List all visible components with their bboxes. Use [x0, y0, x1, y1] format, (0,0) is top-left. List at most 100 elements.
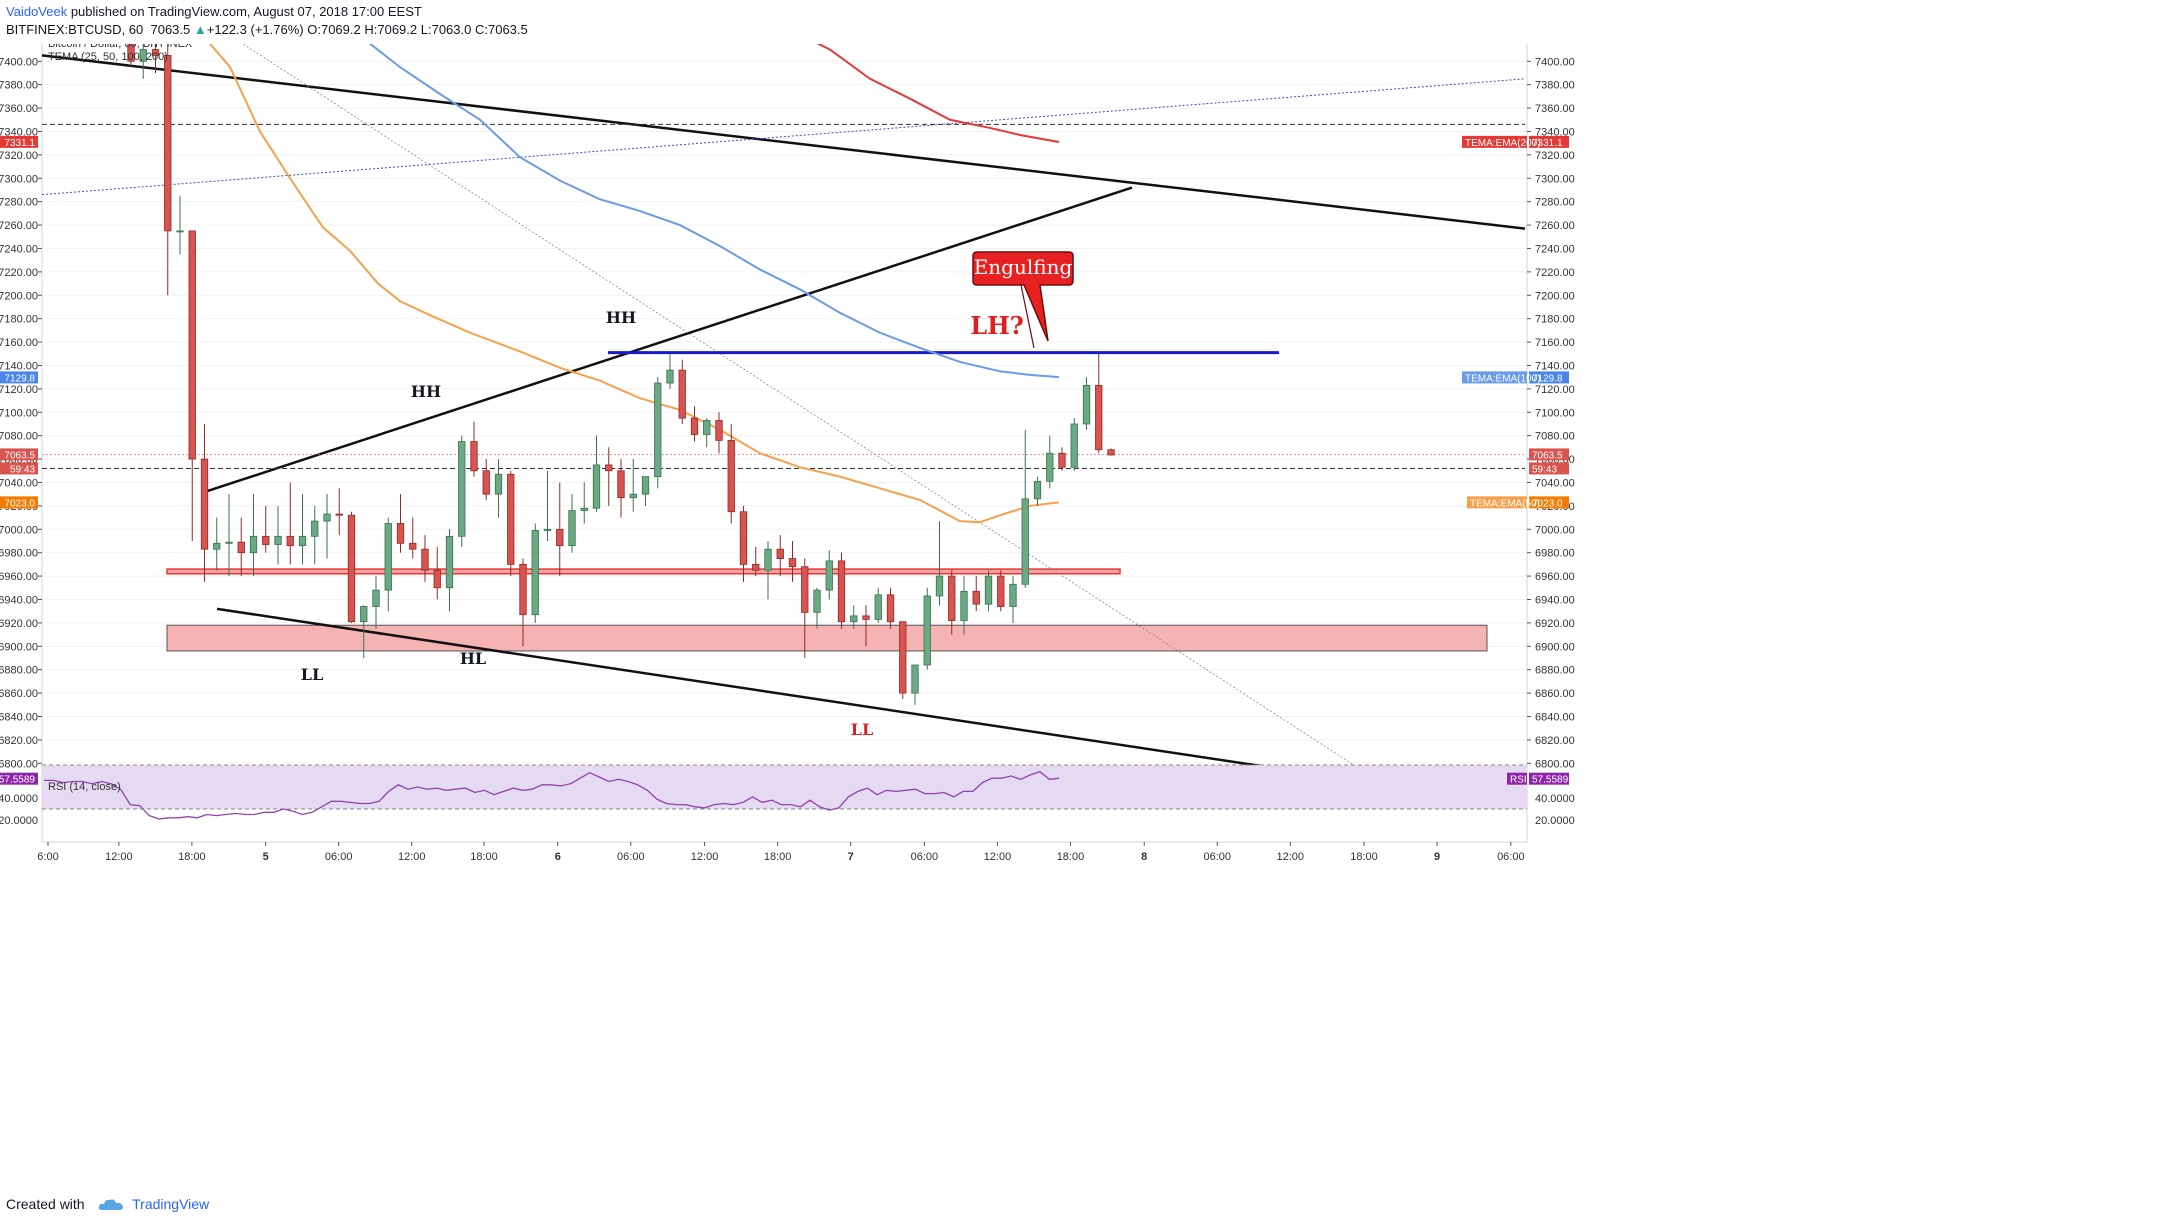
- y-tick-label-right: 7280.00: [1535, 197, 1575, 209]
- price-label-left-bg: [0, 135, 38, 148]
- candle-body: [200, 458, 209, 550]
- y-tick-label-left: 7240.00: [0, 243, 38, 255]
- engulfing-pointer: [1020, 284, 1035, 349]
- y-tick-label-right: 7380.00: [1535, 80, 1575, 92]
- rsi-line: [44, 770, 1060, 820]
- price-label-left: 7063.5: [4, 450, 35, 461]
- dotted-diagonal: [229, 35, 1361, 770]
- candle-body: [176, 230, 184, 233]
- y-tick-label-right: 6800.00: [1535, 758, 1575, 770]
- candle-body: [543, 528, 552, 531]
- candle-body: [935, 575, 944, 597]
- candle-body: [164, 55, 172, 232]
- x-tick-label: 12:00: [691, 851, 719, 863]
- y-tick-label-left: 7260.00: [0, 220, 38, 232]
- candle-body: [1058, 452, 1066, 468]
- author-link[interactable]: VaidoVeek: [6, 4, 68, 19]
- candle-body: [825, 560, 833, 591]
- candle-body: [421, 548, 429, 571]
- candle-body: [629, 493, 637, 499]
- y-tick-label-right: 7100.00: [1535, 407, 1575, 419]
- price-label-left-bg: [0, 496, 38, 509]
- y-tick-label-left: 7340.00: [0, 126, 38, 138]
- y-tick-label-left: 7380.00: [0, 80, 38, 92]
- price-label-left: 7023.0: [4, 498, 35, 509]
- y-tick-label-left: 6940.00: [0, 594, 38, 606]
- candle-body: [1046, 452, 1054, 482]
- candle-body: [801, 566, 809, 613]
- candle-body: [654, 382, 662, 478]
- footer-bar: Created with TradingView: [0, 1188, 2174, 1221]
- candle-body: [335, 513, 343, 516]
- low-value: L:7063.0: [420, 22, 472, 37]
- rsi-tag-bg: [1507, 772, 1527, 785]
- x-tick-label: 06:00: [325, 851, 353, 863]
- candle-body: [409, 542, 417, 550]
- support-zone-narrow: [166, 568, 1121, 575]
- plot-frame: [41, 31, 1528, 776]
- close-value: C:7063.5: [474, 22, 528, 37]
- candle-body: [837, 560, 846, 623]
- candle-body: [641, 476, 650, 495]
- high-value: H:7069.2: [364, 22, 418, 37]
- rsi-value-right-bg: [1529, 772, 1569, 785]
- x-tick-label: 6:00: [37, 851, 58, 863]
- candle-body: [531, 530, 539, 616]
- rsi-tick-label-right: 40.0000: [1535, 793, 1575, 805]
- candle-body: [923, 595, 931, 666]
- x-tick-label: 06:00: [1497, 851, 1525, 863]
- y-tick-label-right: 6980.00: [1535, 548, 1575, 560]
- candle-body: [1082, 384, 1091, 425]
- tema-ema-200-line: [794, 31, 1060, 143]
- tema-ema-50-line: [199, 31, 1060, 524]
- y-tick-label-right: 7240.00: [1535, 243, 1575, 255]
- y-tick-label-left: 7300.00: [0, 173, 38, 185]
- candle-body: [556, 528, 564, 547]
- pattern-label: HH: [411, 382, 441, 401]
- candle-body: [764, 548, 772, 571]
- rsi-legend: RSI (14, close): [48, 781, 121, 793]
- y-tick-label-left: 6800.00: [0, 758, 38, 770]
- price-label-left: 59:43: [10, 464, 35, 475]
- lower-trendline: [216, 607, 1283, 771]
- y-tick-label-right: 7140.00: [1535, 360, 1575, 372]
- tema-ema-100-line: [354, 31, 1060, 379]
- candle-body: [886, 594, 895, 623]
- y-tick-label-left: 7200.00: [0, 290, 38, 302]
- published-text: published on TradingView.com, August 07,…: [70, 4, 422, 19]
- last-price: 7063.5: [150, 22, 191, 37]
- x-tick-label: 8: [1141, 851, 1147, 863]
- y-tick-label-left: 7080.00: [0, 431, 38, 443]
- x-tick-label: 06:00: [1203, 851, 1231, 863]
- rising-wedge-line: [204, 186, 1133, 494]
- candle-body: [347, 514, 356, 623]
- x-tick-label: 6: [555, 851, 561, 863]
- candle-body: [311, 520, 319, 537]
- x-tick-label: 12:00: [398, 851, 426, 863]
- publish-line: VaidoVeek published on TradingView.com, …: [6, 4, 422, 19]
- candle-body: [1070, 423, 1078, 468]
- candle-body: [788, 558, 797, 568]
- pattern-label: LH?: [970, 311, 1024, 340]
- candle-body: [262, 535, 270, 545]
- candle-body: [139, 49, 147, 62]
- candle-body: [850, 615, 858, 623]
- tradingview-link[interactable]: TradingView: [132, 1196, 210, 1212]
- candle-body: [360, 606, 368, 623]
- x-tick-label: 18:00: [1350, 851, 1378, 863]
- x-tick-label: 18:00: [470, 851, 498, 863]
- y-tick-label-left: 7140.00: [0, 360, 38, 372]
- y-tick-label-left: 7320.00: [0, 150, 38, 162]
- candle-body: [703, 420, 711, 435]
- candle-body: [580, 507, 588, 511]
- candle-body: [151, 49, 160, 56]
- engulfing-callout: [972, 251, 1074, 342]
- candle-body: [899, 621, 907, 694]
- candle-body: [396, 523, 405, 544]
- y-tick-label-right: 6820.00: [1535, 735, 1575, 747]
- y-tick-label-right: 6880.00: [1535, 665, 1575, 677]
- y-tick-label-right: 7220.00: [1535, 267, 1575, 279]
- y-tick-label-left: 7040.00: [0, 477, 38, 489]
- rsi-tick-label-right: 20.0000: [1535, 815, 1575, 827]
